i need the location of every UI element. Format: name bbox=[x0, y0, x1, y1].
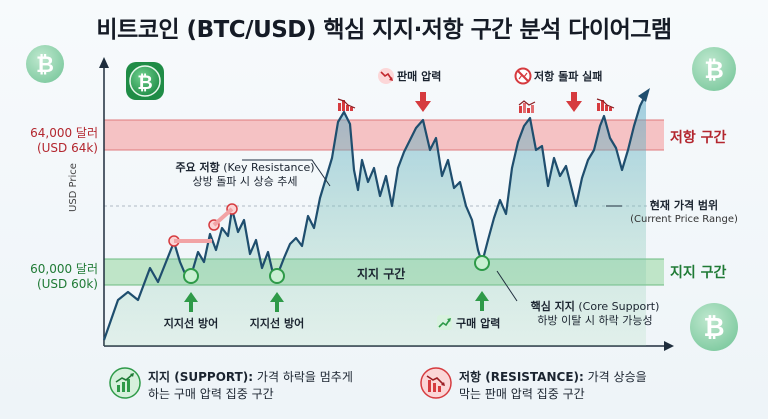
arrow-up-icon bbox=[270, 292, 284, 312]
support-defense-label-2: 지지선 방어 bbox=[242, 317, 312, 331]
arrow-down-icon bbox=[415, 92, 431, 112]
no-entry-icon bbox=[514, 67, 532, 85]
resistance-legend-desc-2: 막는 판매 압력 집중 구간 bbox=[459, 387, 585, 401]
key-resistance-annotation: 주요 저항 (Key Resistance) 상방 돌파 시 상승 추세 bbox=[170, 161, 320, 189]
chart-down-icon bbox=[378, 68, 394, 84]
support-touch-marker-1 bbox=[183, 268, 199, 284]
support-legend-text: 지지 (SUPPORT): 가격 하락을 멈추게 하는 구매 압력 집중 구간 bbox=[148, 369, 353, 403]
support-touch-marker-3 bbox=[474, 255, 490, 271]
resistance-price-short: (USD 64k) bbox=[36, 141, 98, 155]
chart-mixed-icon bbox=[518, 100, 536, 113]
core-support-en: (Core Support) bbox=[578, 300, 660, 313]
current-range-title: 현재 가격 범위 bbox=[649, 199, 719, 212]
resistance-price-label: 64,000 달러 (USD 64k) bbox=[6, 126, 98, 156]
chart-down-icon bbox=[596, 98, 615, 111]
core-support-title: 핵심 지지 bbox=[530, 300, 575, 313]
support-legend-desc-2: 하는 구매 압력 집중 구간 bbox=[148, 387, 274, 401]
resistance-zone-label: 저항 구간 bbox=[670, 130, 727, 146]
support-price-short: (USD 60k) bbox=[36, 277, 98, 291]
svg-text:₿: ₿ bbox=[36, 53, 54, 78]
page-title: 비트코인 (BTC/USD) 핵심 지지·저항 구간 분석 다이어그램 bbox=[96, 17, 672, 43]
support-defense-label-1: 지지선 방어 bbox=[156, 317, 226, 331]
support-zone-inner-label: 지지 구간 bbox=[357, 267, 406, 281]
resistance-price-text: 64,000 달러 bbox=[30, 126, 98, 140]
core-support-leader bbox=[496, 270, 518, 302]
current-range-en: (Current Price Range) bbox=[630, 214, 738, 225]
price-line bbox=[102, 93, 647, 341]
svg-text:₿: ₿ bbox=[703, 313, 724, 343]
arrow-down-icon bbox=[566, 92, 582, 112]
chart-down-icon bbox=[337, 98, 356, 111]
arrow-up-icon bbox=[184, 292, 198, 312]
core-support-desc: 하방 이탈 시 하락 가능성 bbox=[537, 314, 653, 327]
buy-pressure-label: 구매 압력 bbox=[456, 317, 500, 331]
chart-down-icon bbox=[420, 367, 452, 399]
support-touch-marker-2 bbox=[269, 268, 285, 284]
support-price-label: 60,000 달러 (USD 60k) bbox=[6, 262, 98, 292]
resistance-legend-desc-1: 가격 상승을 bbox=[587, 370, 647, 384]
resistance-legend-text: 저항 (RESISTANCE): 가격 상승을 막는 판매 압력 집중 구간 bbox=[459, 369, 647, 403]
support-legend-desc-1: 가격 하락을 멈추게 bbox=[256, 370, 353, 384]
chart-up-icon bbox=[437, 315, 452, 330]
arrow-up-icon bbox=[475, 291, 489, 311]
x-axis-arrow-icon bbox=[664, 341, 674, 351]
minor-resistance-line-2 bbox=[212, 207, 234, 227]
resistance-break-fail-label: 저항 돌파 실패 bbox=[534, 70, 602, 84]
price-area bbox=[104, 94, 646, 346]
bitcoin-icon: ₿ bbox=[26, 45, 64, 83]
chart-up-icon bbox=[109, 367, 141, 399]
resistance-legend-title: 저항 (RESISTANCE): bbox=[459, 370, 584, 384]
key-resistance-desc: 상방 돌파 시 상승 추세 bbox=[192, 175, 298, 188]
bitcoin-icon: ₿ bbox=[126, 62, 164, 100]
sell-pressure-label: 판매 압력 bbox=[397, 70, 441, 84]
bitcoin-icon: ₿ bbox=[690, 303, 738, 351]
core-support-annotation: 핵심 지지 (Core Support) 하방 이탈 시 하락 가능성 bbox=[520, 300, 670, 328]
support-legend: 지지 (SUPPORT): 가격 하락을 멈추게 하는 구매 압력 집중 구간 bbox=[148, 369, 353, 403]
resistance-break-fail-text: 저항 돌파 실패 bbox=[534, 70, 603, 83]
svg-text:₿: ₿ bbox=[137, 72, 152, 94]
key-resistance-en: (Key Resistance) bbox=[223, 161, 315, 174]
bitcoin-icon: ₿ bbox=[692, 47, 736, 91]
support-zone-label: 지지 구간 bbox=[670, 265, 727, 281]
support-defense-text-2: 지지선 방어 bbox=[249, 317, 305, 330]
current-range-annotation: 현재 가격 범위 (Current Price Range) bbox=[624, 199, 744, 227]
sell-pressure-text: 판매 압력 bbox=[397, 70, 442, 83]
resistance-zone bbox=[104, 120, 664, 150]
y-axis-arrow-icon bbox=[99, 57, 109, 68]
price-trend-arrow-icon bbox=[638, 88, 650, 102]
y-axis-label: USD Price bbox=[68, 163, 79, 212]
svg-text:₿: ₿ bbox=[704, 56, 724, 84]
resistance-legend: 저항 (RESISTANCE): 가격 상승을 막는 판매 압력 집중 구간 bbox=[459, 369, 647, 403]
key-resistance-leader bbox=[242, 159, 331, 187]
key-resistance-title: 주요 저항 bbox=[175, 161, 220, 174]
support-legend-title: 지지 (SUPPORT): bbox=[148, 370, 254, 384]
buy-pressure-text: 구매 압력 bbox=[456, 317, 501, 330]
support-defense-text-1: 지지선 방어 bbox=[163, 317, 219, 330]
support-price-text: 60,000 달러 bbox=[30, 262, 98, 276]
